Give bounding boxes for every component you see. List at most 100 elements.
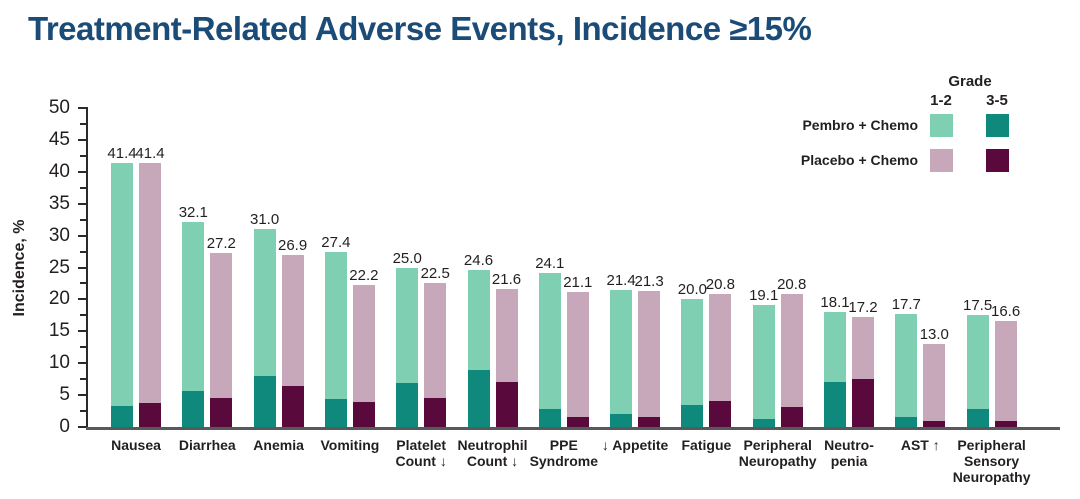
bar-value-label: 17.7	[891, 296, 921, 314]
bar-value-label: 20.0	[677, 281, 707, 299]
y-axis-major-tick	[78, 394, 86, 397]
bar-group: 20.0 20.8	[669, 108, 743, 427]
segment-grade-1-2	[752, 305, 775, 419]
legend-col-grade-3-5: 3-5	[986, 92, 1008, 109]
y-axis-major-tick	[78, 234, 86, 237]
stacked-bar-placebo: 13.0	[920, 326, 949, 427]
stacked-bar-pembro: 24.6	[464, 252, 493, 427]
category-label: Fatigue	[681, 437, 732, 453]
y-axis-major-tick	[78, 330, 86, 333]
segment-grade-3-5	[495, 381, 518, 427]
stacked-bar-pembro: 24.1	[535, 255, 564, 427]
bar-value-label: 17.2	[848, 299, 878, 317]
legend-swatch-placebo-grade-3-5	[986, 149, 1009, 172]
bar-group: 41.4 41.4	[99, 108, 173, 427]
legend-swatch-pembro-grade-3-5	[986, 114, 1009, 137]
y-axis-major-tick	[78, 202, 86, 205]
bar-group: 27.4 22.2	[313, 108, 387, 427]
bar-group: 17.7 13.0	[883, 108, 957, 427]
segment-grade-3-5	[324, 398, 347, 427]
segment-grade-3-5	[352, 402, 375, 427]
bar-value-label: 22.2	[349, 267, 379, 285]
segment-grade-3-5	[467, 370, 490, 427]
y-axis-tick-label: 30	[48, 224, 70, 246]
y-axis-tick-label: 45	[48, 128, 70, 150]
bar-value-label: 18.1	[820, 293, 850, 311]
bar-group: 18.1 17.2	[812, 108, 886, 427]
segment-grade-1-2	[638, 291, 661, 417]
category-label: Peripheral Sensory Neuropathy	[952, 437, 1031, 485]
segment-grade-1-2	[709, 294, 732, 401]
segment-grade-3-5	[923, 421, 946, 427]
segment-grade-1-2	[210, 253, 233, 398]
segment-grade-1-2	[111, 162, 133, 406]
legend-label-placebo-chemo: Placebo + Chemo	[800, 152, 918, 168]
bar-group: 24.1 21.1	[527, 108, 601, 427]
y-axis-major-tick	[78, 170, 86, 173]
stacked-bar-pembro: 17.5	[963, 297, 992, 427]
bar-group: 25.0 22.5	[384, 108, 458, 427]
segment-grade-1-2	[824, 311, 846, 383]
segment-grade-3-5	[681, 405, 704, 427]
segment-grade-3-5	[994, 420, 1017, 427]
y-axis-minor-tick	[80, 218, 86, 221]
bar-group: 21.4 21.3	[598, 108, 672, 427]
segment-grade-3-5	[709, 400, 732, 427]
stacked-bar-placebo: 27.2	[207, 235, 236, 427]
legend-label-pembro-chemo: Pembro + Chemo	[802, 117, 918, 133]
stacked-bar-pembro: 18.1	[820, 294, 850, 427]
y-axis-tick-label: 5	[59, 384, 70, 406]
segment-grade-1-2	[566, 292, 589, 418]
stacked-bar-pembro: 17.7	[892, 296, 921, 427]
stacked-bar-placebo: 26.9	[278, 237, 307, 427]
bar-group: 17.5 16.6	[955, 108, 1029, 427]
segment-grade-3-5	[253, 375, 276, 427]
bar-group: 31.0 26.9	[242, 108, 316, 427]
stacked-bar-pembro: 41.4	[107, 145, 137, 427]
segment-grade-3-5	[610, 414, 633, 427]
y-axis-tick-label: 25	[48, 256, 70, 278]
bar-value-label: 21.6	[491, 271, 522, 289]
y-axis-minor-tick	[80, 346, 86, 349]
y-axis-minor-tick	[80, 154, 86, 157]
bar-value-label: 20.8	[777, 276, 807, 294]
y-axis-tick-label: 10	[48, 352, 70, 374]
bar-value-label: 26.9	[277, 237, 308, 255]
stacked-bar-placebo: 20.8	[777, 276, 806, 427]
segment-grade-3-5	[396, 382, 419, 427]
segment-grade-3-5	[752, 418, 775, 427]
y-axis-tick-label: 35	[48, 192, 70, 214]
segment-grade-1-2	[780, 294, 803, 408]
legend-col-grade-1-2: 1-2	[930, 92, 952, 109]
stacked-bar-placebo: 16.6	[991, 303, 1020, 427]
y-axis-major-tick	[78, 266, 86, 269]
bar-value-label: 13.0	[919, 326, 949, 344]
y-axis-major-tick	[78, 426, 86, 428]
y-axis-tick-label: 40	[48, 160, 70, 182]
chart-title: Treatment-Related Adverse Events, Incide…	[28, 10, 812, 47]
segment-grade-1-2	[396, 267, 419, 383]
y-axis-major-tick	[78, 107, 86, 109]
stacked-bar-placebo: 22.5	[421, 265, 450, 427]
y-axis-minor-tick	[80, 410, 86, 413]
category-label: Vomiting	[320, 437, 380, 453]
legend-grade-header: Grade	[948, 73, 992, 90]
y-axis-tick-label: 15	[48, 320, 70, 342]
y-axis-tick-label: 50	[48, 97, 70, 118]
segment-grade-3-5	[139, 403, 161, 427]
stacked-bar-placebo: 17.2	[848, 299, 878, 427]
stacked-bar-pembro: 19.1	[749, 287, 778, 427]
bar-value-label: 25.0	[392, 249, 422, 267]
segment-grade-3-5	[895, 417, 918, 427]
bar-group: 24.6 21.6	[456, 108, 530, 427]
segment-grade-3-5	[638, 416, 661, 427]
legend-swatch-pembro-grade-1-2	[930, 114, 953, 137]
bar-value-label: 17.5	[962, 297, 993, 315]
segment-grade-1-2	[923, 344, 946, 422]
category-label: PPE Syndrome	[529, 437, 599, 469]
bar-value-label: 20.8	[705, 276, 735, 294]
segment-grade-1-2	[467, 270, 490, 371]
segment-grade-1-2	[610, 290, 633, 415]
segment-grade-1-2	[281, 255, 304, 387]
